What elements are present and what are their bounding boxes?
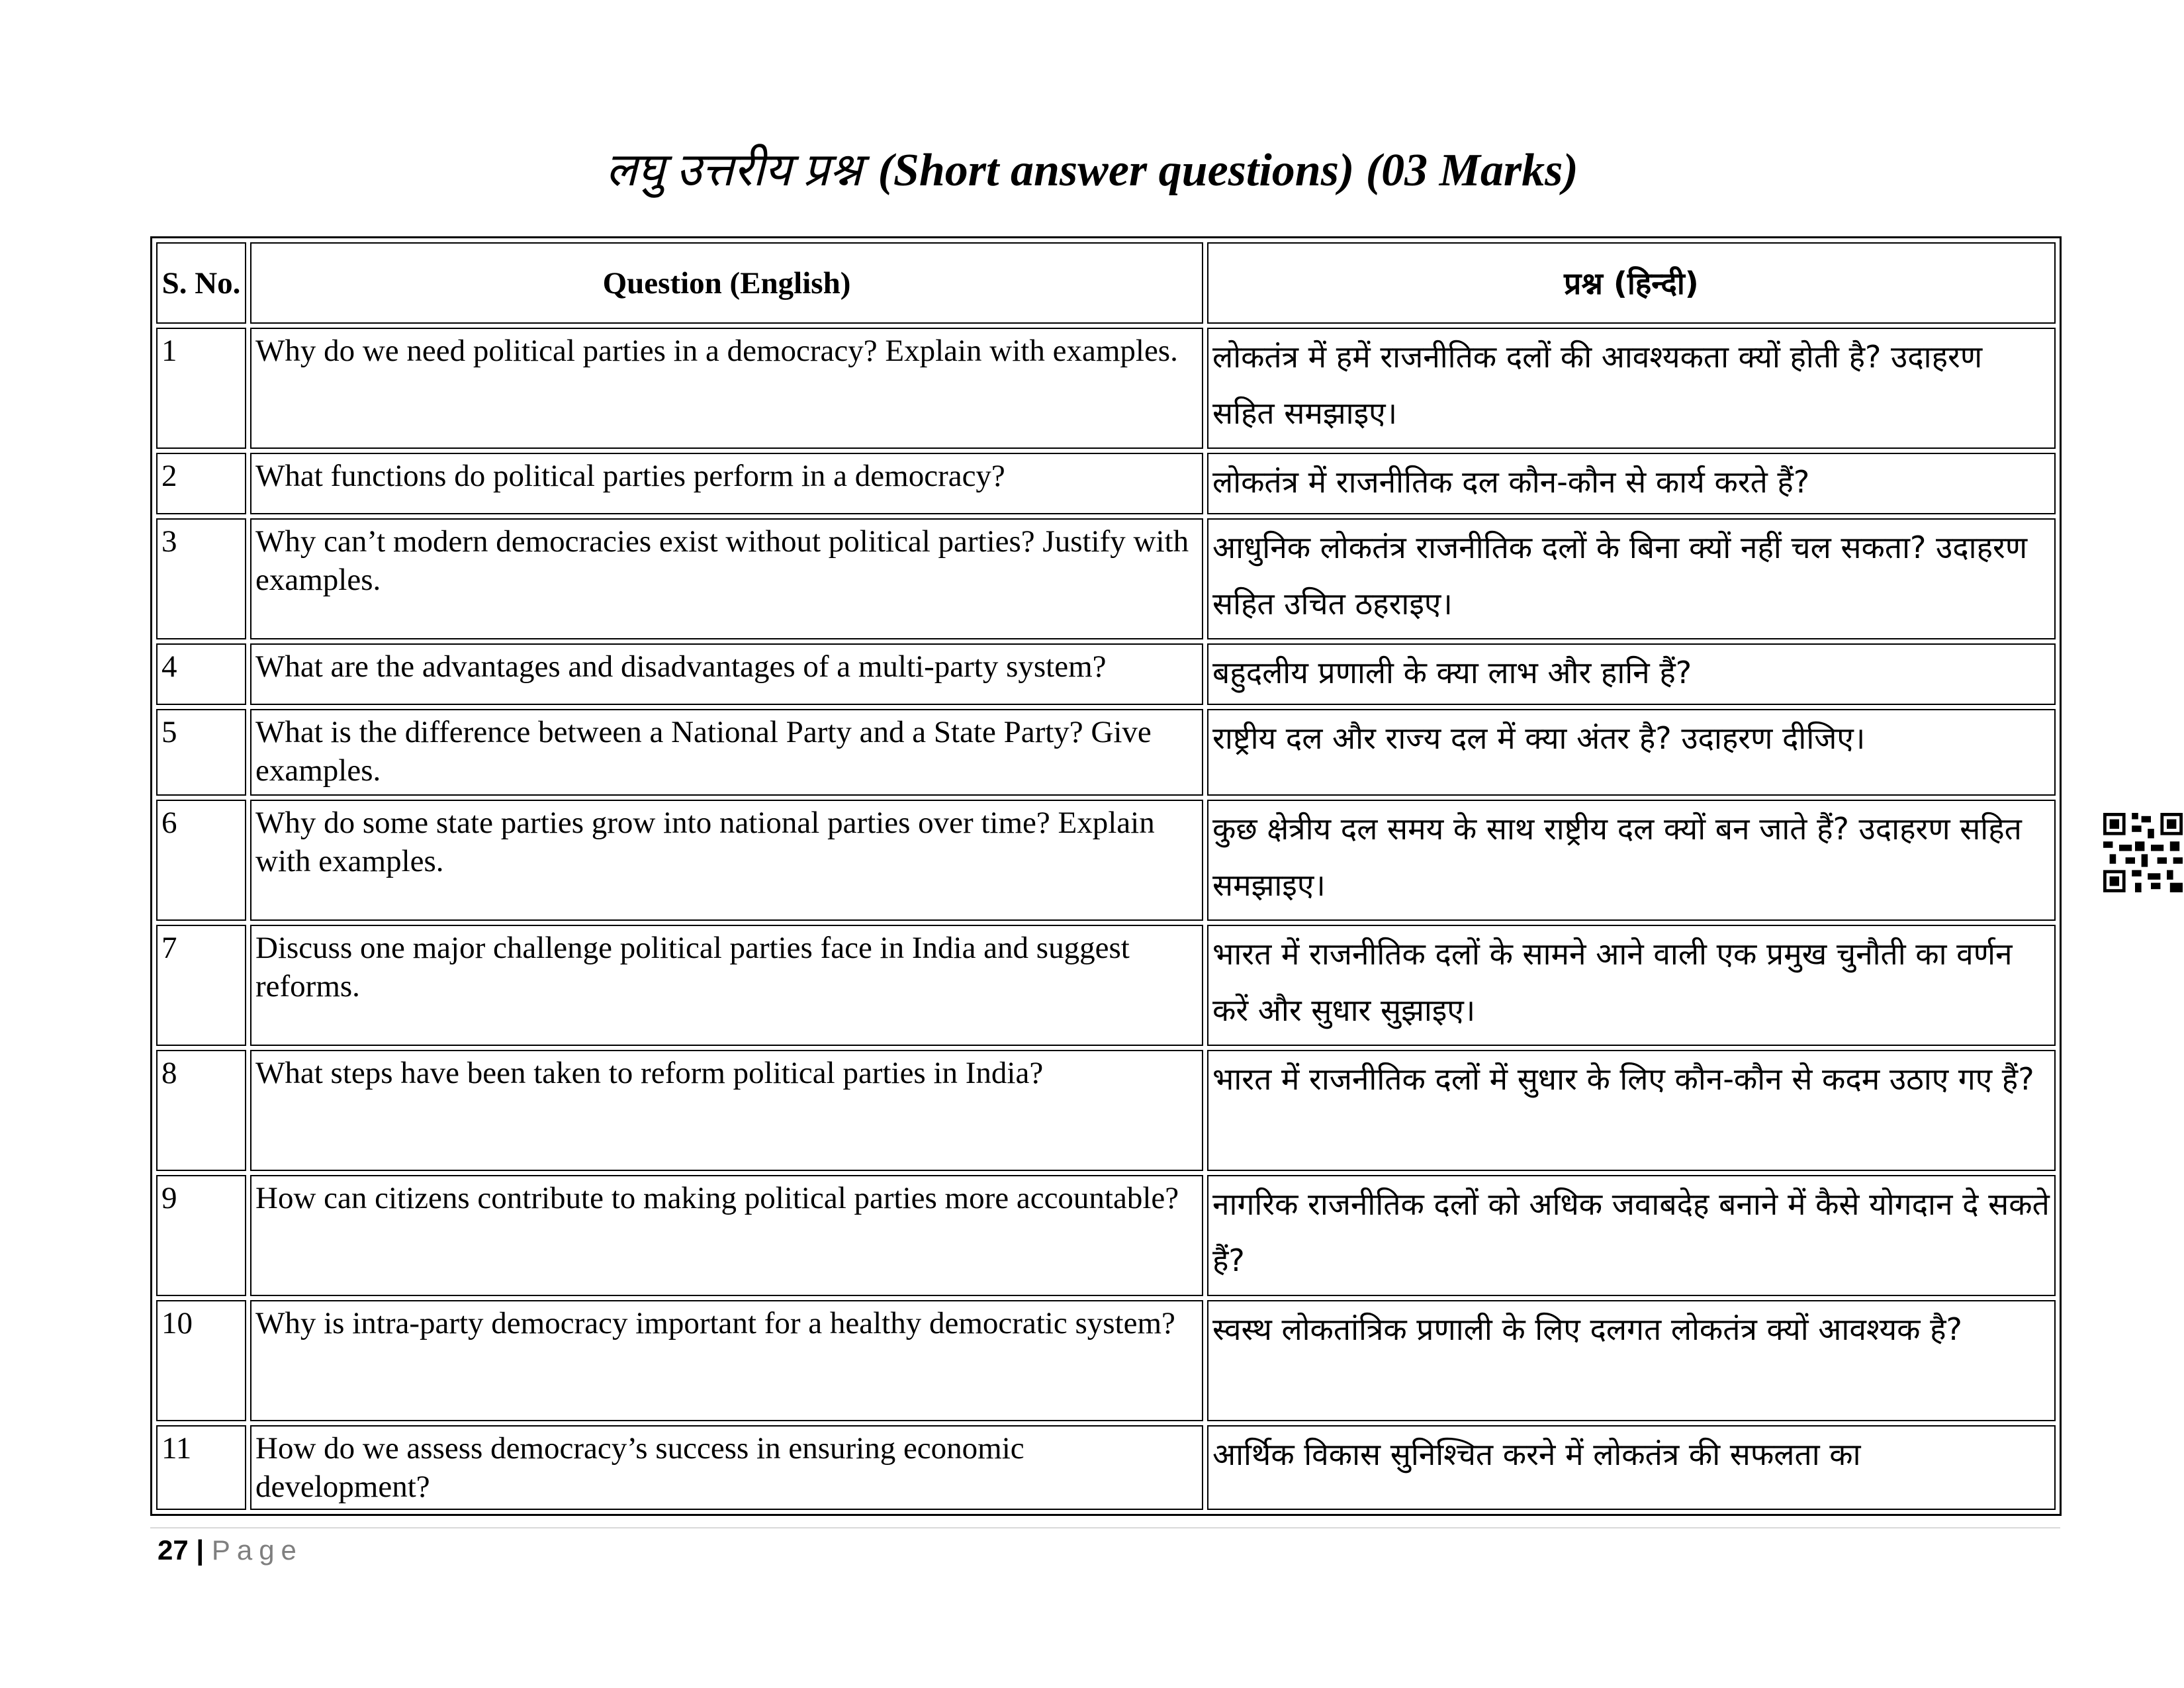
question-english-cell: Why do some state parties grow into nati… xyxy=(250,800,1203,921)
sno-cell: 10 xyxy=(156,1300,246,1421)
header-question-english: Question (English) xyxy=(250,242,1203,324)
sno-cell: 11 xyxy=(156,1425,246,1510)
table-row: 9 How can citizens contribute to making p… xyxy=(156,1175,2056,1296)
question-hindi-cell: भारत में राजनीतिक दलों के सामने आने वाली… xyxy=(1207,925,2056,1046)
question-hindi-cell: आधुनिक लोकतंत्र राजनीतिक दलों के बिना क्… xyxy=(1207,518,2056,639)
table-row: 6 Why do some state parties grow into nat… xyxy=(156,800,2056,921)
table-row: 7 Discuss one major challenge political p… xyxy=(156,925,2056,1046)
question-hindi-cell: भारत में राजनीतिक दलों में सुधार के लिए … xyxy=(1207,1050,2056,1171)
question-english-cell: Why is intra-party democracy important f… xyxy=(250,1300,1203,1421)
qr-code-icon xyxy=(2103,813,2183,892)
question-english-cell: What functions do political parties perf… xyxy=(250,453,1203,514)
table-header-row: S. No. Question (English) प्रश्न (हिन्दी… xyxy=(156,242,2056,324)
question-hindi-cell: राष्ट्रीय दल और राज्य दल में क्या अंतर ह… xyxy=(1207,709,2056,796)
question-hindi-cell: बहुदलीय प्रणाली के क्या लाभ और हानि हैं? xyxy=(1207,643,2056,705)
question-hindi-cell: स्वस्थ लोकतांत्रिक प्रणाली के लिए दलगत ल… xyxy=(1207,1300,2056,1421)
table-row: 11 How do we assess democracy’s success i… xyxy=(156,1425,2056,1510)
sno-cell: 2 xyxy=(156,453,246,514)
sno-cell: 1 xyxy=(156,328,246,449)
header-question-hindi: प्रश्न (हिन्दी) xyxy=(1207,242,2056,324)
table-row: 10 Why is intra-party democracy important… xyxy=(156,1300,2056,1421)
question-english-cell: Why do we need political parties in a de… xyxy=(250,328,1203,449)
table-row: 1 Why do we need political parties in a d… xyxy=(156,328,2056,449)
page-number: 27 xyxy=(158,1534,189,1566)
table-row: 8 What steps have been taken to reform po… xyxy=(156,1050,2056,1171)
page-footer: 27 | Page xyxy=(158,1534,303,1566)
question-english-cell: Why can’t modern democracies exist witho… xyxy=(250,518,1203,639)
question-english-cell: How can citizens contribute to making po… xyxy=(250,1175,1203,1296)
table-row: 3 Why can’t modern democracies exist with… xyxy=(156,518,2056,639)
question-english-cell: What are the advantages and disadvantage… xyxy=(250,643,1203,705)
question-english-cell: Discuss one major challenge political pa… xyxy=(250,925,1203,1046)
title-english: (Short answer questions) (03 Marks) xyxy=(878,145,1578,196)
question-hindi-cell: लोकतंत्र में हमें राजनीतिक दलों की आवश्य… xyxy=(1207,328,2056,449)
page-title: लघु उत्तरीय प्रश्न (Short answer question… xyxy=(0,136,2184,199)
page-label: Page xyxy=(211,1534,303,1566)
question-hindi-cell: आर्थिक विकास सुनिश्चित करने में लोकतंत्र… xyxy=(1207,1425,2056,1510)
sno-cell: 9 xyxy=(156,1175,246,1296)
question-english-cell: What steps have been taken to reform pol… xyxy=(250,1050,1203,1171)
question-hindi-cell: कुछ क्षेत्रीय दल समय के साथ राष्ट्रीय दल… xyxy=(1207,800,2056,921)
sno-cell: 7 xyxy=(156,925,246,1046)
table-row: 4 What are the advantages and disadvantag… xyxy=(156,643,2056,705)
sno-cell: 5 xyxy=(156,709,246,796)
question-hindi-cell: लोकतंत्र में राजनीतिक दल कौन-कौन से कार्… xyxy=(1207,453,2056,514)
sno-cell: 8 xyxy=(156,1050,246,1171)
footer-separator: | xyxy=(196,1534,205,1566)
sno-cell: 4 xyxy=(156,643,246,705)
question-english-cell: How do we assess democracy’s success in … xyxy=(250,1425,1203,1510)
table-row: 2 What functions do political parties per… xyxy=(156,453,2056,514)
question-hindi-cell: नागरिक राजनीतिक दलों को अधिक जवाबदेह बना… xyxy=(1207,1175,2056,1296)
sno-cell: 6 xyxy=(156,800,246,921)
title-hindi: लघु उत्तरीय प्रश्न xyxy=(606,145,862,196)
questions-table: S. No. Question (English) प्रश्न (हिन्दी… xyxy=(150,236,2062,1516)
table-row: 5 What is the difference between a Nation… xyxy=(156,709,2056,796)
footer-divider xyxy=(150,1527,2060,1528)
question-english-cell: What is the difference between a Nationa… xyxy=(250,709,1203,796)
sno-cell: 3 xyxy=(156,518,246,639)
header-sno: S. No. xyxy=(156,242,246,324)
